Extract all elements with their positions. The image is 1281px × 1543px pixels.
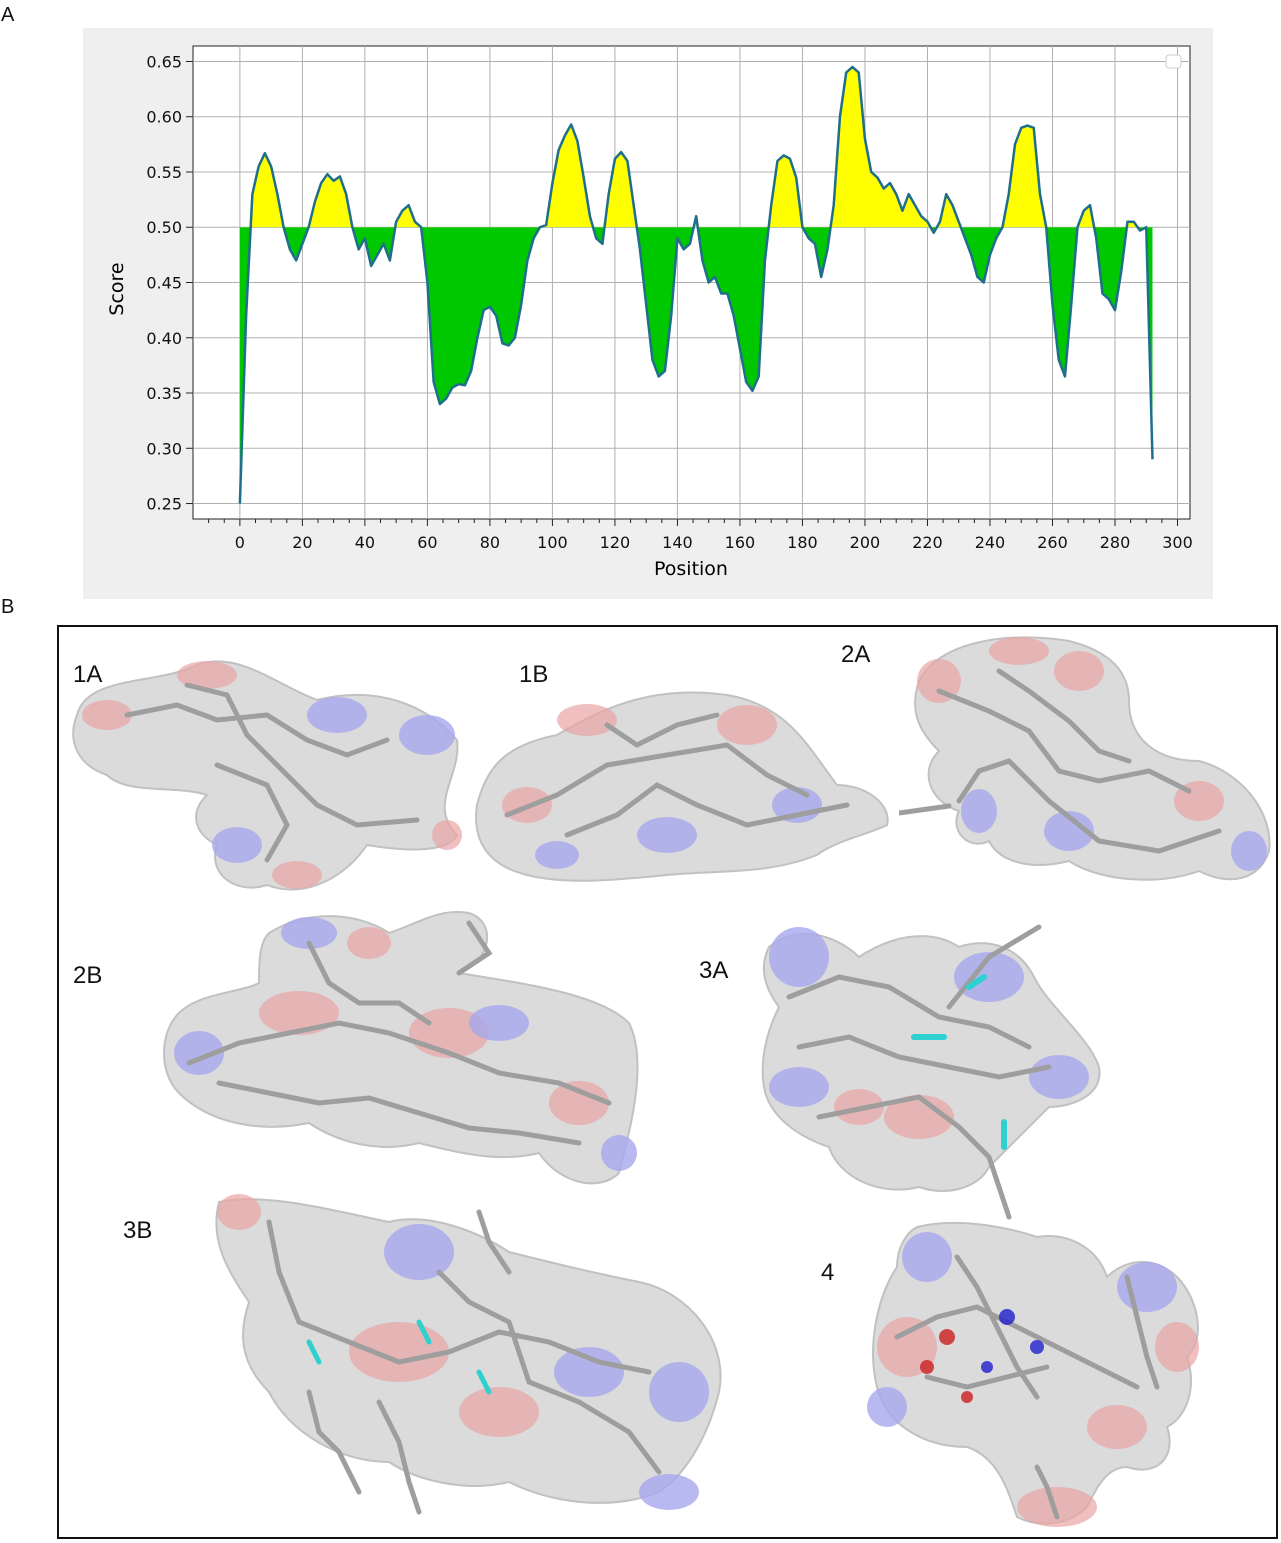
x-tick-label: 0 <box>235 533 245 552</box>
x-tick-label: 200 <box>850 533 881 552</box>
y-tick-label: 0.35 <box>146 384 182 403</box>
structure-3b <box>215 1194 722 1515</box>
x-tick-label: 160 <box>725 533 756 552</box>
structure-2b <box>163 911 639 1185</box>
structure-label-3b: 3B <box>123 1217 153 1244</box>
y-tick-label: 0.65 <box>146 52 182 71</box>
x-tick-label: 280 <box>1100 533 1131 552</box>
y-tick-label: 0.55 <box>146 163 182 182</box>
score-chart: 0 20 40 60 80 100 120 140 160 180 200 220 240 260 280 3… <box>83 28 1213 599</box>
y-tick-label: 0.25 <box>146 495 182 514</box>
structure-1b <box>475 691 889 882</box>
x-tick-label: 80 <box>480 533 500 552</box>
series-line-layer <box>238 65 1154 504</box>
grid <box>193 46 1190 519</box>
score-line <box>238 65 1154 504</box>
panel-b-letter: B <box>1 596 15 618</box>
y-tick-label: 0.40 <box>146 329 182 348</box>
x-tick-label: 100 <box>537 533 568 552</box>
areas <box>239 66 1153 504</box>
structure-label-3a: 3A <box>699 957 729 984</box>
structure-4 <box>867 1221 1199 1527</box>
x-axis-label: Position <box>654 558 728 580</box>
area-above-threshold <box>250 66 1138 228</box>
structure-label-1a: 1A <box>73 661 103 688</box>
x-tick-label: 40 <box>355 533 375 552</box>
x-tick-label: 120 <box>600 533 631 552</box>
area-below-threshold <box>239 227 1153 504</box>
x-tick-label: 180 <box>787 533 818 552</box>
structure-label-2b: 2B <box>73 962 103 989</box>
x-tick-label: 260 <box>1037 533 1068 552</box>
structure-label-2a: 2A <box>841 641 871 668</box>
structure-3a <box>761 924 1101 1220</box>
x-tick-label: 220 <box>912 533 943 552</box>
panel-a-letter: A <box>1 4 15 26</box>
legend-box <box>1165 54 1182 69</box>
structure-panel: 1A 1B 2A <box>57 625 1278 1539</box>
y-tick-label: 0.30 <box>146 439 182 458</box>
structure-2a <box>899 636 1271 881</box>
y-axis-label: Score <box>106 262 128 315</box>
x-tick-label: 140 <box>662 533 693 552</box>
y-tick-label: 0.45 <box>146 274 182 293</box>
structure-label-1b: 1B <box>519 661 549 688</box>
structure-label-4: 4 <box>821 1259 835 1286</box>
y-tick-label: 0.60 <box>146 108 182 127</box>
x-tick-label: 300 <box>1162 533 1193 552</box>
x-tick-label: 240 <box>975 533 1006 552</box>
structure-1a <box>72 660 462 891</box>
x-tick-label: 20 <box>292 533 312 552</box>
axes: 0 20 40 60 80 100 120 140 160 180 200 220 240 260 280 3… <box>146 52 1192 552</box>
y-tick-label: 0.50 <box>146 218 182 237</box>
x-tick-label: 60 <box>417 533 437 552</box>
